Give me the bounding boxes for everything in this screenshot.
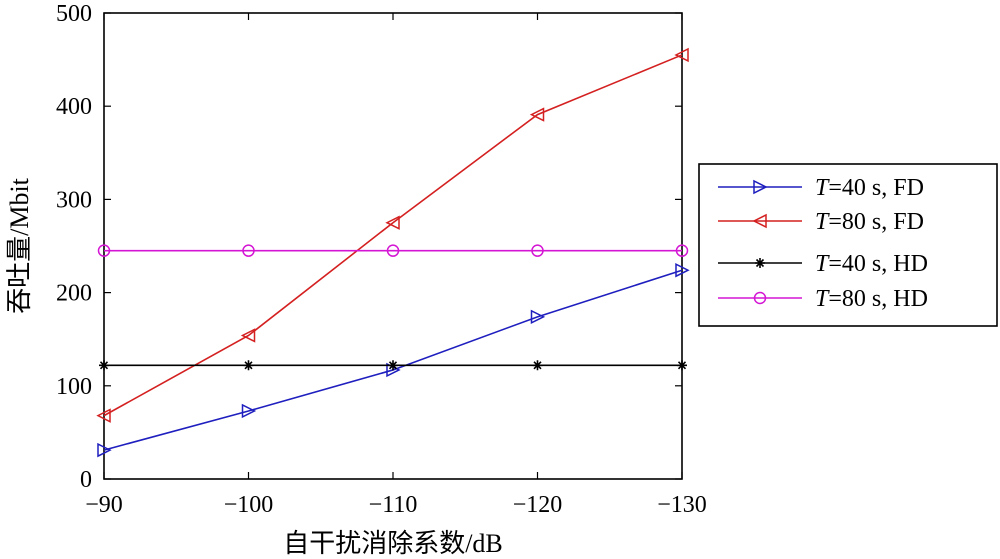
y-tick-label: 400 [56,94,92,120]
data-point [530,309,546,325]
y-tick-label: 300 [56,187,92,213]
series-layer [96,47,690,458]
data-point [97,442,112,458]
legend-entries: T=40 s, FD T=80 s, FD T=40 s, HD T=80 s, HD [718,175,928,312]
legend-marker [752,213,767,229]
data-point [675,263,690,278]
series-2 [96,47,689,423]
data-point [532,360,543,371]
legend-marker [755,258,765,268]
data-point [243,360,254,371]
data-point [531,244,544,257]
y-tick-label: 200 [56,281,92,307]
y-tick-label: 100 [56,374,92,400]
legend-label: T=80 s, FD [815,209,924,235]
x-tick-label: −90 [85,492,123,518]
legend-entry-2: T=80 s, FD [718,209,924,235]
y-tick-label: 500 [56,1,92,27]
data-point [240,328,256,343]
data-point [386,244,400,257]
series-3 [99,360,687,371]
data-point [385,215,400,230]
y-axis-title: 吞吐量/Mbit [5,177,34,314]
legend-box [698,163,998,327]
x-tick-label: −130 [657,492,707,518]
x-axis-title: 自干扰消除系数/dB [283,529,503,558]
tick-layer: −90 −100 −110 −120 −130 0 100 200 300 400 500 [56,1,707,518]
data-point [99,360,109,371]
data-point [388,360,398,371]
legend-entry-4: T=80 s, HD [718,286,928,312]
x-tick-label: −110 [369,492,418,518]
data-point [242,244,255,257]
legend-marker [753,291,767,305]
data-point [529,107,545,122]
legend-entry-1: T=40 s, FD [718,175,924,201]
legend-label: T=80 s, HD [815,286,928,312]
data-point [675,244,689,257]
x-tick-label: −100 [224,492,274,518]
data-point [677,360,687,371]
data-point [241,403,257,419]
data-point [674,47,689,63]
legend: T=40 s, FD T=80 s, FD T=40 s, HD T=80 s, HD [698,163,998,327]
legend-label: T=40 s, FD [815,175,924,201]
x-tick-label: −120 [513,492,563,518]
legend-marker [753,179,768,195]
legend-entry-3: T=40 s, HD [718,251,928,277]
legend-label: T=40 s, HD [815,251,928,277]
y-tick-label: 0 [80,467,92,493]
series-line [103,54,683,417]
data-point [96,408,111,423]
data-point [97,244,111,257]
plot-frame [103,12,683,480]
series-4 [97,244,689,257]
